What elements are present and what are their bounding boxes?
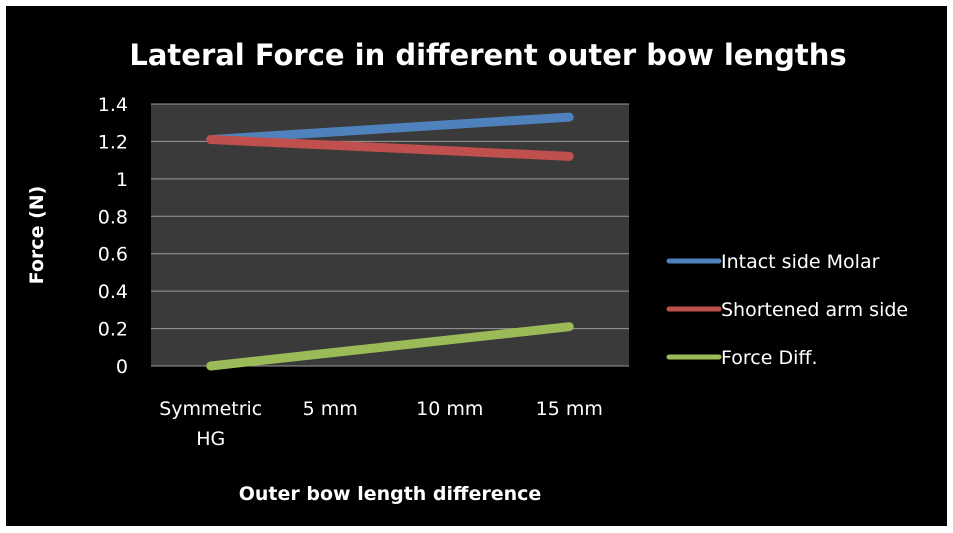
x-tick-label: 5 mm: [303, 398, 358, 420]
y-tick-label: 1: [116, 169, 128, 191]
legend-label: Intact side Molar: [721, 251, 880, 273]
chart-frame: 0 0.2 0.4 0.6 0.8 1 1.2 1.4 Symmetric HG 5 mm 10 m…: [6, 6, 947, 526]
y-tick-label: 0.8: [98, 206, 128, 228]
y-axis-title: Force (N): [26, 186, 48, 285]
x-tick-labels: Symmetric HG 5 mm 10 mm 15 mm: [159, 398, 603, 450]
y-tick-labels: 0 0.2 0.4 0.6 0.8 1 1.2 1.4: [98, 94, 128, 378]
x-tick-label: 15 mm: [536, 398, 603, 420]
legend-label: Shortened arm side: [721, 299, 908, 321]
y-tick-label: 0.4: [98, 281, 128, 303]
y-tick-label: 0.6: [98, 244, 128, 266]
series-line: [206, 135, 574, 161]
legend-label: Force Diff.: [721, 347, 817, 369]
y-tick-label: 1.2: [98, 131, 128, 153]
x-axis-title: Outer bow length difference: [239, 483, 542, 505]
y-tick-label: 1.4: [98, 94, 128, 116]
chart-title: Lateral Force in different outer bow len…: [129, 38, 846, 72]
y-tick-label: 0.2: [98, 319, 128, 341]
x-tick-label: 10 mm: [416, 398, 483, 420]
legend: Intact side Molar Shortened arm side Force…: [666, 251, 908, 369]
y-tick-label: 0: [116, 356, 128, 378]
series-line: [206, 112, 574, 145]
line-chart: 0 0.2 0.4 0.6 0.8 1 1.2 1.4 Symmetric HG 5 mm 10 m…: [26, 38, 908, 505]
series-lines: [206, 112, 574, 371]
x-tick-label: Symmetric HG: [159, 398, 262, 450]
series-line: [206, 322, 574, 371]
